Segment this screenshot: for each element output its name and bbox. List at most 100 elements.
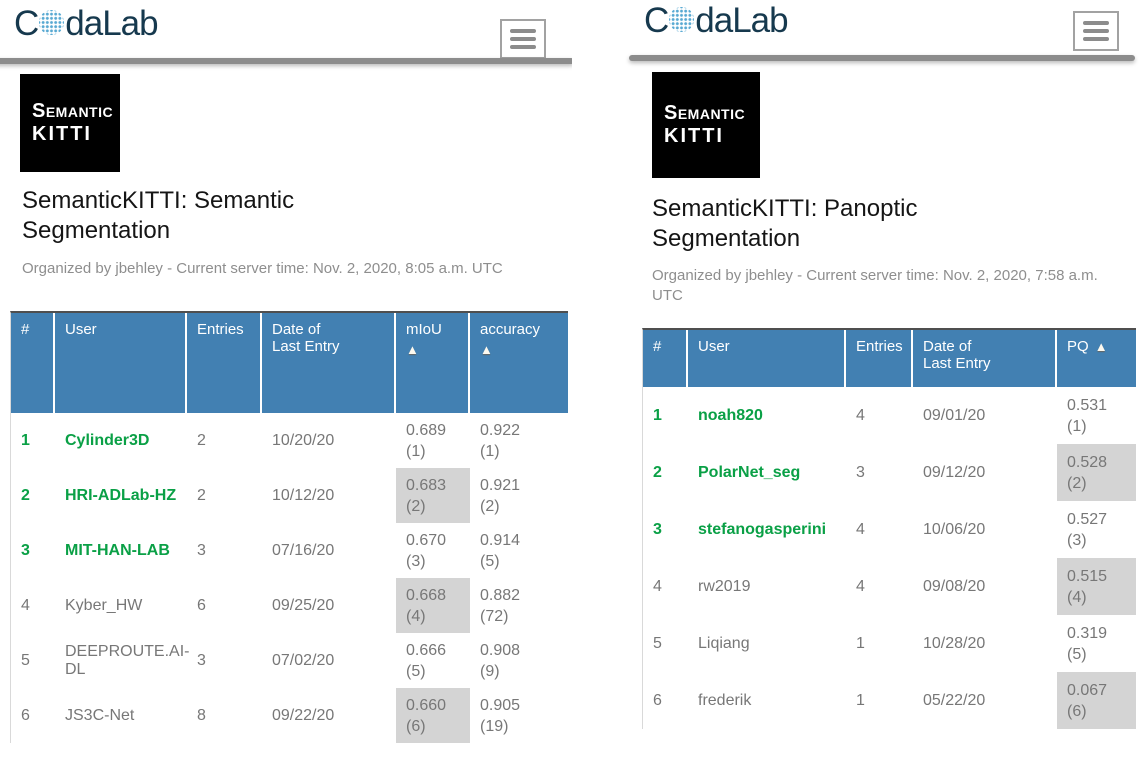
codalab-logo-c: C <box>14 4 39 43</box>
date-cell: 09/01/20 <box>923 406 986 424</box>
date-cell: 07/16/20 <box>272 541 335 559</box>
leaderboard-table: # User Entries Date of Last Entry mIoU ▲ … <box>10 311 568 743</box>
user-cell: frederik <box>698 691 752 709</box>
competition-logo-line2: KITTI <box>664 125 724 147</box>
menu-button[interactable] <box>1073 11 1119 51</box>
codalab-logo-rest: daLab <box>65 4 158 43</box>
entries-cell: 3 <box>197 651 206 669</box>
rank-cell: 3 <box>653 520 662 538</box>
user-cell: Liqiang <box>698 634 750 652</box>
rank-cell: 2 <box>21 486 30 504</box>
miou-cell: 0.689 (1) <box>406 421 447 460</box>
competition-logo: Semantic KITTI <box>20 74 120 172</box>
column-header-date[interactable]: Date of Last Entry <box>262 313 396 413</box>
miou-cell: 0.668 (4) <box>396 578 470 633</box>
rank-cell: 5 <box>653 634 662 652</box>
column-header-user[interactable]: User <box>688 330 846 387</box>
user-cell: noah820 <box>698 406 763 424</box>
sort-asc-icon: ▲ <box>1094 339 1108 354</box>
leaderboard-row: 3 MIT-HAN-LAB 3 07/16/20 0.670 (3) 0.914(… <box>11 523 568 578</box>
accuracy-cell: 0.905 (19) <box>480 696 521 735</box>
competition-logo: Semantic KITTI <box>652 72 760 178</box>
column-header-entries[interactable]: Entries <box>187 313 262 413</box>
hamburger-icon <box>510 29 536 33</box>
competition-logo-line1: Semantic <box>664 102 746 124</box>
date-cell: 07/02/20 <box>272 651 335 669</box>
user-cell: MIT-HAN-LAB <box>65 541 170 559</box>
menu-button[interactable] <box>500 19 546 59</box>
entries-cell: 2 <box>197 486 206 504</box>
accuracy-cell: 0.922 (1) <box>480 421 521 460</box>
header-rule <box>0 58 572 64</box>
date-cell: 10/12/20 <box>272 486 335 504</box>
column-header-pq[interactable]: PQ ▲ <box>1057 330 1136 387</box>
date-cell: 10/20/20 <box>272 431 335 449</box>
rank-cell: 2 <box>653 463 662 481</box>
date-cell: 10/06/20 <box>923 520 986 538</box>
leaderboard-row: 6 frederik 1 05/22/20 0.067 (6) <box>643 672 1136 729</box>
date-cell: 10/28/20 <box>923 634 986 652</box>
date-cell: 09/22/20 <box>272 706 335 724</box>
entries-cell: 6 <box>197 596 206 614</box>
leaderboard-row: 4 rw2019 4 09/08/20 0.515 (4) <box>643 558 1136 615</box>
leaderboard-row: 5 Liqiang 1 10/28/20 0.319 (5) <box>643 615 1136 672</box>
pq-cell: 0.067 (6) <box>1057 672 1136 729</box>
entries-cell: 4 <box>856 406 865 424</box>
user-cell: PolarNet_seg <box>698 463 801 481</box>
entries-cell: 1 <box>856 691 865 709</box>
accuracy-cell: 0.914 (5) <box>480 531 521 570</box>
miou-cell: 0.683 (2) <box>396 468 470 523</box>
rank-cell: 4 <box>21 596 30 614</box>
rank-cell: 1 <box>653 406 662 424</box>
leaderboard-row: 1 Cylinder3D 2 10/20/20 0.689 (1) 0.922 (1… <box>11 413 568 468</box>
dotted-globe-icon <box>39 10 65 35</box>
column-header-user[interactable]: User <box>55 313 187 413</box>
leaderboard-row: 1 noah820 4 09/01/20 0.531 (1) <box>643 387 1136 444</box>
column-header-rank[interactable]: # <box>643 330 688 387</box>
column-header-accuracy[interactable]: accuracy ▲ <box>470 313 568 413</box>
sort-asc-icon: ▲ <box>480 342 493 357</box>
entries-cell: 4 <box>856 577 865 595</box>
pq-cell: 0.527 (3) <box>1067 510 1108 549</box>
date-cell: 05/22/20 <box>923 691 986 709</box>
miou-cell: 0.660 (6) <box>396 688 470 743</box>
organized-by-line: Organized by jbehley - Current server ti… <box>22 260 503 277</box>
column-header-miou[interactable]: mIoU ▲ <box>396 313 470 413</box>
rank-cell: 3 <box>21 541 30 559</box>
rank-cell: 6 <box>21 706 30 724</box>
date-cell: 09/25/20 <box>272 596 335 614</box>
entries-cell: 8 <box>197 706 206 724</box>
page-title: SemanticKITTI: Semantic Segmentation <box>22 187 295 244</box>
user-cell: JS3C-Net <box>65 706 135 724</box>
leaderboard-row: 6 JS3C-Net 8 09/22/20 0.660 (6) 0.905 (19) <box>11 688 568 743</box>
column-header-rank[interactable]: # <box>11 313 55 413</box>
date-cell: 09/12/20 <box>923 463 986 481</box>
leaderboard-row: 3 stefanogasperini 4 10/06/20 0.527 (3) <box>643 501 1136 558</box>
leaderboard-row: 2 PolarNet_seg 3 09/12/20 0.528 (2) <box>643 444 1136 501</box>
entries-cell: 4 <box>856 520 865 538</box>
competition-logo-line1: Semantic <box>32 100 114 122</box>
pq-cell: 0.528 (2) <box>1057 444 1136 501</box>
entries-cell: 2 <box>197 431 206 449</box>
organized-by-line: Organized by jbehley - Current server ti… <box>652 267 1098 304</box>
miou-cell: 0.666 (5) <box>406 641 447 680</box>
column-header-date[interactable]: Date of Last Entry <box>913 330 1057 387</box>
page-title: SemanticKITTI: Panoptic Segmentation <box>652 195 918 252</box>
entries-cell: 1 <box>856 634 865 652</box>
leaderboard-table: # User Entries Date of Last Entry PQ ▲ 1 … <box>642 328 1136 729</box>
accuracy-cell: 0.921 (2) <box>480 476 521 515</box>
sort-asc-icon: ▲ <box>406 342 419 357</box>
dotted-globe-icon <box>669 7 695 32</box>
leaderboard-header-row: # User Entries Date of Last Entry PQ ▲ <box>643 330 1136 387</box>
entries-cell: 3 <box>856 463 865 481</box>
user-cell: rw2019 <box>698 577 751 595</box>
pq-cell: 0.531 (1) <box>1067 396 1108 435</box>
competition-logo-line2: KITTI <box>32 123 92 145</box>
column-header-entries[interactable]: Entries <box>846 330 913 387</box>
rank-cell: 1 <box>21 431 30 449</box>
user-cell: Kyber_HW <box>65 596 143 614</box>
